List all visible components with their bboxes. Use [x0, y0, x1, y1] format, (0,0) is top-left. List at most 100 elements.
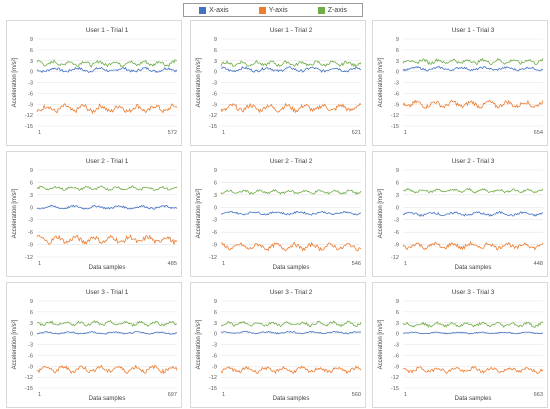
y-tick-label: -15 [25, 386, 33, 392]
chart-panel: User 3 - Trial 1 9 6 3 0 -3 -6 -9 -12 -15 Accelera… [6, 282, 182, 408]
legend-item-z: Z-axis [317, 6, 347, 14]
chart-svg: User 1 - Trial 1 9 6 3 0 -3 -6 -9 -12 -15 Accelera… [12, 27, 178, 136]
chart-panel: User 3 - Trial 2 9 6 3 0 -3 -6 -9 -12 -15 Accelera… [190, 282, 366, 408]
y-tick-label: 6 [30, 180, 33, 186]
y-tick-label: 9 [214, 299, 217, 305]
x-tick-label: 654 [534, 130, 543, 136]
chart-title: User 2 - Trial 2 [270, 158, 313, 165]
series-line-z-axis [220, 59, 362, 68]
series-line-z-axis [36, 58, 178, 68]
chart-title: User 1 - Trial 3 [452, 27, 495, 34]
series-line-z-axis [220, 320, 362, 328]
x-axis-label: Data samples [273, 396, 310, 402]
x-tick-label: 546 [352, 261, 361, 267]
series-line-z-axis [36, 320, 178, 328]
chart-svg: User 3 - Trial 1 9 6 3 0 -3 -6 -9 -12 -15 Accelera… [12, 289, 178, 402]
chart-panel: User 2 - Trial 2 9 6 3 0 -3 -6 -9 -12 Acceleratio… [190, 151, 366, 277]
y-tick-label: -12 [209, 375, 217, 381]
y-tick-label: 6 [214, 180, 217, 186]
x-axis-label: Data samples [455, 396, 492, 402]
y-tick-label: -6 [212, 353, 217, 359]
y-tick-label: 3 [214, 321, 217, 327]
y-axis-label: Acceleration [m/s²] [196, 188, 202, 238]
y-tick-label: -9 [394, 243, 399, 249]
chart-title: User 3 - Trial 1 [86, 289, 129, 296]
y-tick-label: 3 [396, 59, 399, 65]
x-tick-label: 621 [352, 130, 361, 136]
y-tick-label: 0 [30, 205, 33, 211]
y-tick-label: 6 [396, 180, 399, 186]
chart-svg: User 3 - Trial 3 9 6 3 0 -3 -6 -9 -12 -15 Accelera… [378, 289, 544, 402]
series-line-z-axis [402, 57, 544, 66]
chart-title: User 2 - Trial 3 [452, 158, 495, 165]
series-line-y-axis [220, 241, 362, 252]
x-tick-label: 1 [404, 130, 407, 136]
chart-title: User 1 - Trial 1 [86, 27, 129, 34]
y-tick-label: 0 [214, 332, 217, 338]
y-axis-label: Acceleration [m/s²] [378, 188, 384, 238]
x-tick-label: 697 [168, 392, 177, 398]
y-tick-label: -3 [28, 343, 33, 349]
y-tick-label: -12 [391, 255, 399, 261]
chart-svg: User 1 - Trial 2 9 6 3 0 -3 -6 -9 -12 -15 Accelera… [196, 27, 362, 136]
y-tick-label: -12 [209, 255, 217, 261]
legend-item-x: X-axis [199, 6, 229, 14]
x-axis-label: Data samples [89, 396, 126, 402]
x-tick-label: 1 [38, 392, 41, 398]
y-tick-label: -15 [209, 124, 217, 130]
series-line-z-axis [220, 189, 362, 195]
y-tick-label: 0 [214, 70, 217, 76]
chart-title: User 2 - Trial 1 [86, 158, 129, 165]
y-axis-label: Acceleration [m/s²] [12, 57, 18, 107]
y-tick-label: 3 [30, 59, 33, 65]
legend-label-y: Y-axis [268, 6, 288, 14]
x-tick-label: 572 [168, 130, 177, 136]
chart-svg: User 3 - Trial 2 9 6 3 0 -3 -6 -9 -12 -15 Accelera… [196, 289, 362, 402]
y-tick-label: 6 [214, 310, 217, 316]
y-tick-label: -3 [212, 81, 217, 87]
y-tick-label: -12 [391, 113, 399, 119]
y-tick-label: -9 [28, 243, 33, 249]
y-axis-label: Acceleration [m/s²] [196, 57, 202, 107]
y-tick-label: -12 [391, 375, 399, 381]
series-line-x-axis [36, 66, 178, 74]
series-line-y-axis [402, 99, 544, 110]
y-tick-label: -6 [28, 353, 33, 359]
y-axis-label: Acceleration [m/s²] [378, 319, 384, 369]
y-tick-label: 3 [30, 321, 33, 327]
chart-panel: User 1 - Trial 3 9 6 3 0 -3 -6 -9 -12 -15 Accelera… [372, 20, 548, 146]
x-tick-label: 1 [404, 392, 407, 398]
legend-label-z: Z-axis [327, 6, 347, 14]
y-tick-label: -9 [394, 102, 399, 108]
x-tick-label: 1 [222, 130, 225, 136]
y-tick-label: 3 [214, 193, 217, 199]
y-tick-label: 6 [30, 310, 33, 316]
y-tick-label: -15 [25, 124, 33, 130]
y-tick-label: -12 [25, 113, 33, 119]
series-line-x-axis [220, 66, 362, 73]
legend-label-x: X-axis [209, 6, 229, 14]
series-line-y-axis [36, 103, 178, 115]
y-tick-label: 0 [214, 205, 217, 211]
chart-legend: X-axis Y-axis Z-axis [183, 3, 363, 17]
y-tick-label: 3 [30, 193, 33, 199]
y-tick-label: -9 [212, 364, 217, 370]
y-tick-label: 0 [396, 70, 399, 76]
y-tick-label: 9 [396, 168, 399, 174]
y-tick-label: 0 [30, 70, 33, 76]
series-line-y-axis [220, 102, 362, 114]
y-tick-label: 6 [396, 310, 399, 316]
y-tick-label: 9 [214, 168, 217, 174]
y-tick-label: -3 [28, 218, 33, 224]
y-tick-label: -9 [212, 102, 217, 108]
series-line-x-axis [36, 331, 178, 335]
y-tick-label: 3 [396, 321, 399, 327]
y-tick-label: -3 [28, 81, 33, 87]
y-tick-label: -6 [28, 230, 33, 236]
chart-panel: User 2 - Trial 1 9 6 3 0 -3 -6 -9 -12 Acceleratio… [6, 151, 182, 277]
chart-panel: User 1 - Trial 1 9 6 3 0 -3 -6 -9 -12 -15 Accelera… [6, 20, 182, 146]
y-tick-label: 9 [30, 299, 33, 305]
x-tick-label: 1 [222, 261, 225, 267]
series-line-y-axis [36, 364, 178, 375]
y-tick-label: 6 [396, 48, 399, 54]
